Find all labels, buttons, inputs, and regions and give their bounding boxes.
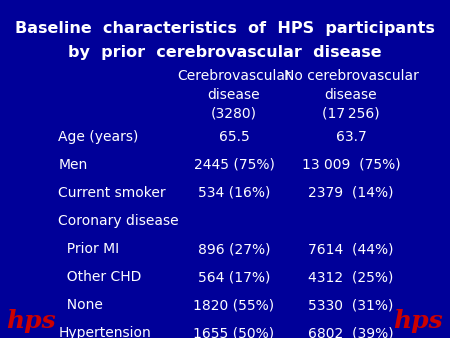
Text: 2445 (75%): 2445 (75%) xyxy=(194,158,274,172)
Text: disease: disease xyxy=(208,88,260,102)
Text: 4312  (25%): 4312 (25%) xyxy=(308,270,394,284)
Text: Baseline  characteristics  of  HPS  participants: Baseline characteristics of HPS particip… xyxy=(15,21,435,36)
Text: Cerebrovascular: Cerebrovascular xyxy=(177,69,291,83)
Text: 6802  (39%): 6802 (39%) xyxy=(308,326,394,338)
Text: Coronary disease: Coronary disease xyxy=(58,214,179,228)
Text: (3280): (3280) xyxy=(211,106,257,120)
Text: 896 (27%): 896 (27%) xyxy=(198,242,270,256)
Text: hps: hps xyxy=(7,309,56,333)
Text: Other CHD: Other CHD xyxy=(58,270,142,284)
Text: 534 (16%): 534 (16%) xyxy=(198,186,270,200)
Text: Prior MI: Prior MI xyxy=(58,242,120,256)
Text: by  prior  cerebrovascular  disease: by prior cerebrovascular disease xyxy=(68,45,382,60)
Text: No cerebrovascular: No cerebrovascular xyxy=(284,69,418,83)
Text: 1655 (50%): 1655 (50%) xyxy=(194,326,274,338)
Text: Hypertension: Hypertension xyxy=(58,326,151,338)
Text: 2379  (14%): 2379 (14%) xyxy=(308,186,394,200)
Text: 65.5: 65.5 xyxy=(219,130,249,144)
Text: disease: disease xyxy=(325,88,377,102)
Text: (17 256): (17 256) xyxy=(322,106,380,120)
Text: None: None xyxy=(58,298,104,312)
Text: 5330  (31%): 5330 (31%) xyxy=(308,298,394,312)
Text: hps: hps xyxy=(394,309,443,333)
Text: 564 (17%): 564 (17%) xyxy=(198,270,270,284)
Text: Age (years): Age (years) xyxy=(58,130,139,144)
Text: 7614  (44%): 7614 (44%) xyxy=(308,242,394,256)
Text: 1820 (55%): 1820 (55%) xyxy=(194,298,274,312)
Text: Current smoker: Current smoker xyxy=(58,186,166,200)
Text: 63.7: 63.7 xyxy=(336,130,366,144)
Text: 13 009  (75%): 13 009 (75%) xyxy=(302,158,400,172)
Text: Men: Men xyxy=(58,158,88,172)
